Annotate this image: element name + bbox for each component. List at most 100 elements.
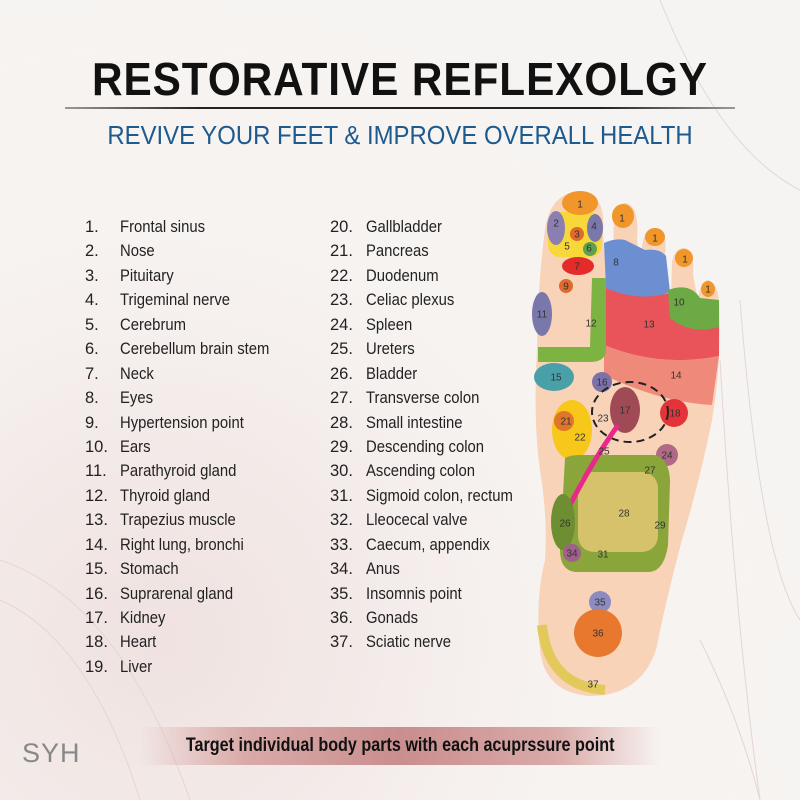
label-26: 26: [559, 519, 571, 530]
label-21: 21: [560, 417, 572, 428]
legend-item: 24. Spleen: [330, 316, 529, 340]
legend-label: Duodenum: [366, 266, 439, 285]
legend-number: 5.: [85, 315, 99, 334]
label-25: 25: [598, 447, 610, 458]
legend-number: 1.: [85, 218, 99, 236]
legend-number: 37.: [330, 633, 353, 652]
legend-number: 4.: [85, 291, 99, 310]
legend-item: 26. Bladder: [330, 365, 529, 389]
legend-label: Caecum, appendix: [366, 535, 490, 554]
zone-3: [570, 227, 584, 241]
legend-number: 31.: [330, 486, 353, 505]
legend-label: Pituitary: [120, 266, 174, 285]
zone-7: [562, 257, 594, 275]
label-15: 15: [550, 373, 562, 384]
legend-number: 22.: [330, 266, 353, 285]
legend-label: Bladder: [366, 364, 418, 383]
label-11: 11: [537, 310, 548, 321]
legend-label: Ears: [120, 437, 151, 456]
label-22: 22: [574, 433, 586, 444]
legend-number: 14.: [85, 535, 108, 554]
legend-item: 11. Parathyroid gland: [85, 462, 286, 486]
legend-item: 3. Pituitary: [85, 267, 286, 291]
legend-number: 34.: [330, 560, 353, 579]
legend-number: 23.: [330, 291, 353, 310]
legend-label: Cerebrum: [120, 315, 187, 334]
zone-6: [583, 242, 597, 256]
legend-label: Eyes: [120, 389, 154, 408]
label-1: 1: [619, 214, 625, 225]
legend-number: 17.: [85, 609, 108, 627]
legend-item: 15. Stomach: [85, 560, 286, 584]
legend-label: Cerebellum brain stem: [120, 340, 270, 359]
zone-11: [532, 292, 552, 336]
zone-36: [574, 609, 622, 657]
legend-item: 17. Kidney: [85, 609, 286, 633]
label-36: 36: [592, 629, 604, 640]
legend-label: Stomach: [120, 560, 179, 579]
zone-22: [552, 400, 592, 460]
legend-item: 21. Pancreas: [330, 242, 529, 266]
legend-item: 10. Ears: [85, 438, 286, 462]
title-divider: [65, 107, 735, 109]
page-title: RESTORATIVE REFLEXOLGY: [92, 53, 708, 105]
zone-21: [554, 411, 574, 431]
zone-15: [534, 363, 574, 391]
zone-26: [551, 494, 575, 550]
zone-34: [563, 544, 581, 562]
legend-number: 9.: [85, 413, 99, 432]
label-1: 1: [577, 200, 583, 211]
legend-label: Trapezius muscle: [120, 511, 236, 530]
legend-item: 30. Ascending colon: [330, 462, 529, 486]
zone-35: [589, 591, 611, 613]
legend-label: Liver: [120, 657, 153, 676]
zone-37: [537, 624, 606, 695]
legend-number: 24.: [330, 315, 353, 334]
label-4: 4: [591, 222, 597, 233]
legend-label: Spleen: [366, 315, 413, 334]
legend-item: 29. Descending colon: [330, 438, 529, 462]
legend-item: 14. Right lung, bronchi: [85, 536, 286, 560]
legend-item: 35. Insomnis point: [330, 585, 529, 609]
label-29: 29: [654, 521, 666, 532]
legend-label: Hypertension point: [120, 413, 244, 432]
legend-number: 21.: [330, 242, 353, 261]
label-14: 14: [670, 371, 682, 382]
legend-label: Sciatic nerve: [366, 633, 452, 652]
legend-label: Trigeminal nerve: [120, 291, 231, 310]
legend-item: 23. Celiac plexus: [330, 291, 529, 315]
legend-item: 6. Cerebellum brain stem: [85, 340, 286, 364]
legend-number: 27.: [330, 389, 353, 408]
legend-number: 10.: [85, 437, 108, 456]
legend-label: Heart: [120, 633, 157, 652]
legend-number: 11.: [85, 462, 107, 481]
label-7: 7: [574, 262, 580, 273]
label-8: 8: [613, 258, 619, 269]
legend-number: 7.: [85, 364, 99, 383]
legend-label: Right lung, bronchi: [120, 535, 244, 554]
legend-item: 27. Transverse colon: [330, 389, 529, 413]
legend-item: 32. Lleocecal valve: [330, 511, 529, 535]
zone-12: [538, 278, 606, 362]
label-6: 6: [586, 244, 592, 255]
legend-item: 1. Frontal sinus: [85, 218, 286, 242]
legend-label: Descending colon: [366, 437, 485, 456]
legend-label: Small intestine: [366, 413, 463, 432]
brand-logo: SYH: [22, 738, 81, 768]
legend-number: 19.: [85, 657, 108, 676]
label-24: 24: [661, 451, 673, 462]
legend-number: 16.: [85, 584, 108, 603]
legend-item: 25. Ureters: [330, 340, 529, 364]
legend-item: 7. Neck: [85, 365, 286, 389]
legend-label: Transverse colon: [366, 389, 480, 408]
legend-item: 36. Gonads: [330, 609, 529, 633]
footer-banner: Target individual body parts with each a…: [140, 727, 660, 765]
zone-14: [604, 345, 719, 405]
zone-1-toe2: [612, 204, 634, 228]
label-17: 17: [619, 406, 631, 417]
zone-1-toe5: [701, 281, 715, 297]
legend-label: Neck: [120, 364, 154, 383]
label-23: 23: [597, 414, 609, 425]
label-9: 9: [563, 282, 569, 293]
